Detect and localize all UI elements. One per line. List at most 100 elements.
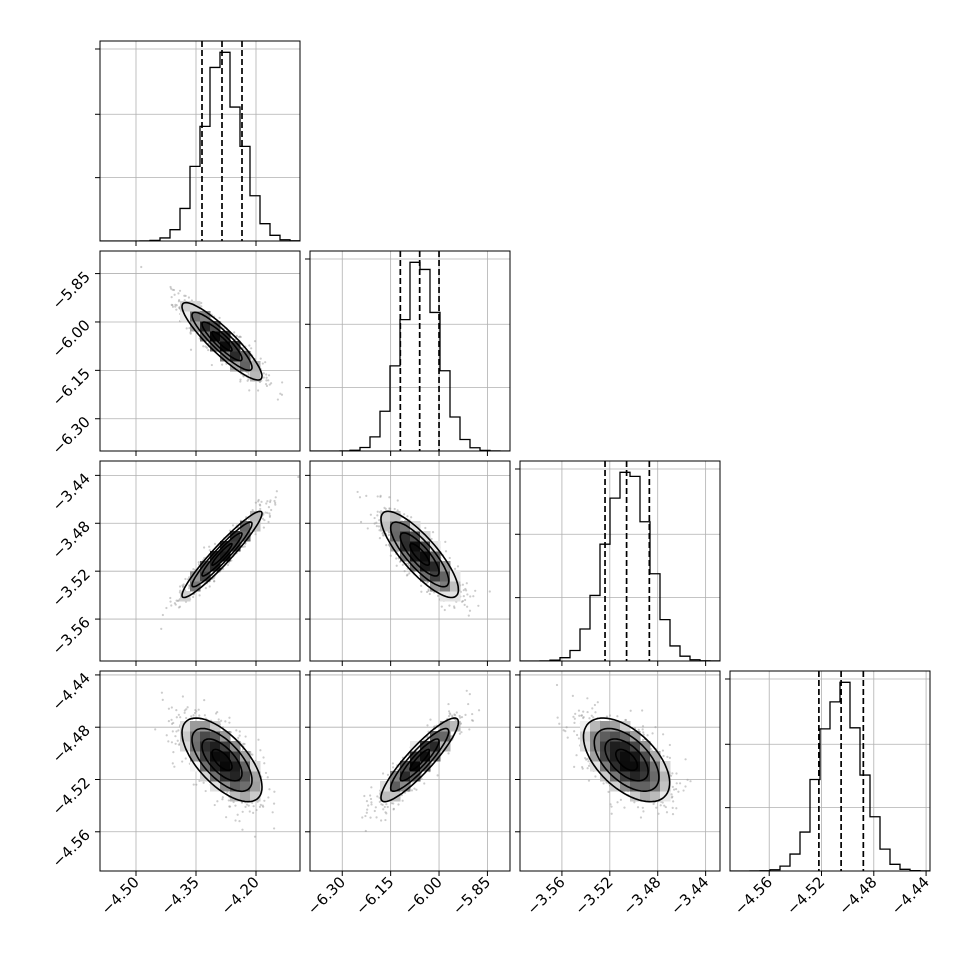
y-tick-label: −5.85 xyxy=(49,268,94,313)
sample-point xyxy=(573,765,576,768)
sample-point xyxy=(172,288,176,292)
density-cell xyxy=(610,771,621,782)
panel-frame xyxy=(99,250,301,452)
contour-level-1 xyxy=(201,321,243,362)
x-tick-label: −4.35 xyxy=(158,873,203,918)
density-cell xyxy=(400,771,411,782)
sample-point xyxy=(657,812,660,815)
density-cell xyxy=(400,761,411,772)
sample-point xyxy=(629,709,632,712)
density-cell xyxy=(440,561,451,572)
density-cell xyxy=(200,561,211,572)
sample-point xyxy=(373,809,376,813)
sample-point xyxy=(239,335,242,339)
sample-point xyxy=(359,520,363,524)
panel-3-0: −4.56 −4.52 −4.48 −4.44 −4.50 −4.35 −4.20 xyxy=(49,669,301,918)
sample-point xyxy=(230,559,233,562)
sample-point xyxy=(224,720,227,723)
sample-point xyxy=(188,326,191,330)
density-cell xyxy=(650,791,661,802)
sample-point xyxy=(228,716,231,719)
y-tick-label: −6.30 xyxy=(49,413,94,458)
sample-point xyxy=(170,718,173,721)
sample-point xyxy=(587,779,591,782)
sample-point xyxy=(464,713,467,716)
sample-point xyxy=(386,805,389,809)
sample-point xyxy=(468,609,472,612)
sample-point xyxy=(267,379,270,382)
sample-point xyxy=(264,383,268,386)
sample-point xyxy=(274,496,277,499)
sample-point xyxy=(245,803,249,806)
sample-point xyxy=(384,507,387,510)
sample-point xyxy=(566,736,569,739)
sample-point xyxy=(236,813,239,816)
sample-point xyxy=(259,357,262,360)
density-cell xyxy=(430,561,441,572)
sample-point xyxy=(239,380,242,383)
sample-point xyxy=(188,587,191,590)
sample-point xyxy=(264,361,267,364)
sample-point xyxy=(586,697,589,700)
sample-point xyxy=(202,781,205,784)
panel-0-0 xyxy=(95,40,301,246)
contour-level-0 xyxy=(409,748,431,772)
density-cell xyxy=(420,551,431,562)
sample-point xyxy=(406,573,409,576)
sample-point xyxy=(467,614,470,617)
density-cell xyxy=(210,761,221,772)
sample-point xyxy=(173,293,176,296)
contour-level-0 xyxy=(615,748,639,772)
sample-point xyxy=(268,512,271,515)
contour-level-2 xyxy=(191,727,253,793)
sample-point xyxy=(210,363,213,367)
density-cell xyxy=(430,741,441,752)
density-cell xyxy=(630,791,641,802)
sample-point xyxy=(672,800,675,803)
sample-point xyxy=(270,382,273,385)
sample-point xyxy=(154,728,157,731)
sample-point xyxy=(586,710,589,714)
density-cell xyxy=(620,741,631,752)
sample-point xyxy=(183,711,186,714)
sample-point xyxy=(235,729,238,732)
sample-point xyxy=(184,757,187,760)
sample-point xyxy=(169,285,172,289)
sample-point xyxy=(237,736,240,739)
sample-point xyxy=(375,521,378,524)
density-cell xyxy=(420,531,431,542)
sample-point xyxy=(175,308,178,311)
density-cell xyxy=(620,751,631,762)
contour-level-1 xyxy=(399,738,440,782)
sample-point xyxy=(619,798,622,801)
density-cell xyxy=(240,751,251,762)
sample-point xyxy=(364,814,367,818)
contour-level-2 xyxy=(389,727,450,792)
sample-point xyxy=(174,305,177,308)
panel-frame xyxy=(519,460,721,662)
density-cell xyxy=(220,761,231,772)
sample-point xyxy=(187,296,191,299)
sample-point xyxy=(397,803,400,806)
sample-point xyxy=(365,800,369,803)
sample-point xyxy=(378,519,381,522)
density-cell xyxy=(440,571,451,582)
sample-point xyxy=(259,507,262,511)
sample-point xyxy=(477,709,481,712)
sample-point xyxy=(580,714,583,717)
density-cell xyxy=(210,751,221,762)
sample-point xyxy=(265,379,268,382)
sample-point xyxy=(266,511,269,515)
density-cell xyxy=(230,361,241,372)
sample-point xyxy=(217,718,220,721)
sample-point xyxy=(380,819,383,822)
sample-point xyxy=(609,803,612,806)
sample-point xyxy=(477,604,480,607)
sample-point xyxy=(642,810,645,813)
sample-point xyxy=(573,730,576,733)
density-cell xyxy=(390,791,401,802)
density-cell xyxy=(190,721,201,732)
panel-frame xyxy=(99,460,301,662)
sample-point xyxy=(571,694,574,698)
sample-point xyxy=(276,398,279,401)
